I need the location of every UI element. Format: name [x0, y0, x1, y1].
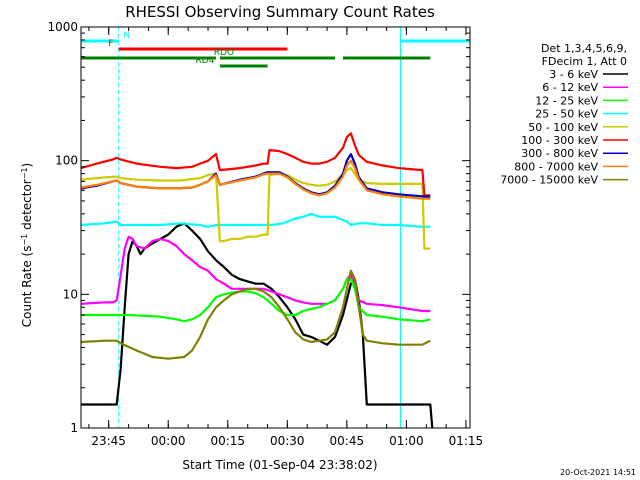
y-tick-label: 1000	[47, 20, 78, 34]
axes: 1 10 100 1000 23:45 00:00 00:15 00:30 00:45 01:00…	[47, 20, 483, 448]
x-tick-label: 00:30	[270, 434, 305, 448]
series-line-2	[81, 278, 431, 323]
y-axis-label-superscript: −1	[20, 234, 29, 246]
legend-entry-label: 100 - 300 keV	[521, 134, 598, 147]
legend-entry-label: 25 - 50 keV	[535, 108, 598, 121]
chart-title: RHESSI Observing Summary Count Rates	[125, 3, 435, 21]
legend-entry-label: 12 - 25 keV	[535, 94, 598, 107]
state-flag-label: RD4	[195, 56, 214, 66]
x-tick-label: 23:45	[91, 434, 126, 448]
y-tick-label: 100	[55, 154, 78, 168]
state-flag-label: RDO	[214, 48, 234, 58]
y-axis-label-superscript: −1	[20, 167, 29, 179]
y-tick-label: 1	[70, 421, 78, 435]
x-tick-label: 00:15	[210, 434, 245, 448]
legend-entry-label: 3 - 6 keV	[549, 68, 598, 81]
state-flag-label: F	[108, 39, 113, 49]
legend-entry-label: 7000 - 15000 keV	[500, 174, 598, 187]
legend-entry-label: 300 - 800 keV	[521, 147, 598, 160]
x-tick-label: 00:00	[151, 434, 186, 448]
series-line-6	[80, 153, 431, 198]
y-tick-label: 10	[63, 287, 78, 301]
series-line-7	[80, 159, 431, 200]
y-axis-label-part: )	[20, 163, 34, 168]
y-axis-label-part: detector	[20, 179, 34, 234]
legend-header: FDecim 1, Att 0	[542, 55, 627, 68]
y-axis-label: Count Rate (s−1 detector−1)	[20, 163, 35, 327]
series-line-1	[80, 235, 431, 313]
legend-entry-label: 6 - 12 keV	[542, 81, 598, 94]
state-flag-label: N	[123, 31, 130, 41]
series-line-5	[80, 132, 431, 197]
series-line-0	[81, 222, 434, 429]
x-tick-label: 00:45	[330, 434, 365, 448]
plot-frame	[80, 26, 471, 429]
legend-header: Det 1,3,4,5,6,9,	[541, 42, 627, 55]
y-axis-label-part: Count Rate (s	[20, 246, 34, 328]
x-axis-label: Start Time (01-Sep-04 23:38:02)	[182, 458, 377, 472]
series-line-3	[80, 212, 431, 228]
timestamp-stamp: 20-Oct-2021 14:51	[560, 468, 636, 477]
legend: Det 1,3,4,5,6,9,FDecim 1, Att 03 - 6 keV…	[500, 42, 628, 187]
x-tick-label: 01:00	[389, 434, 424, 448]
series-line-8	[80, 269, 431, 360]
legend-entry-label: 800 - 7000 keV	[514, 160, 598, 173]
series-line-4	[80, 167, 431, 250]
legend-entry-label: 50 - 100 keV	[528, 121, 598, 134]
x-tick-label: 01:15	[449, 434, 484, 448]
